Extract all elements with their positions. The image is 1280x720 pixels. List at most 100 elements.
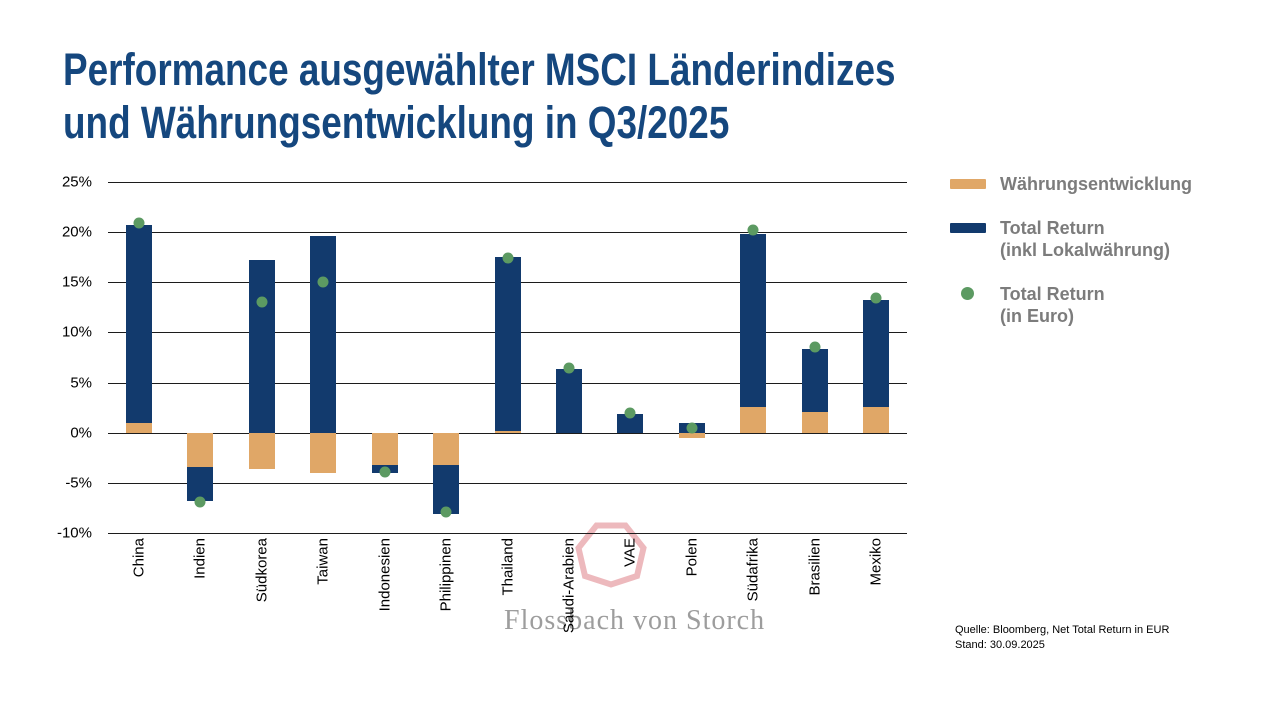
total-return-bar-segment bbox=[617, 413, 644, 433]
legend-label-currency: Währungsentwicklung bbox=[1000, 174, 1192, 196]
total-return-bar-segment bbox=[125, 225, 152, 423]
source-line-1: Quelle: Bloomberg, Net Total Return in E… bbox=[955, 624, 1170, 636]
legend-item-total-return-local: Total Return (inkl Lokalwährung) bbox=[950, 218, 1250, 262]
total-return-bar-segment bbox=[555, 368, 582, 433]
currency-bar-segment bbox=[433, 432, 460, 465]
euro-dot-swatch-icon bbox=[961, 286, 974, 300]
currency-bar-segment bbox=[187, 432, 214, 467]
legend-text-line: Total Return bbox=[1000, 217, 1105, 238]
total-return-bar-segment bbox=[863, 300, 890, 407]
total-return-bar-segment bbox=[740, 234, 767, 407]
currency-bar-segment bbox=[248, 432, 275, 469]
x-axis-label-text: Mexiko bbox=[867, 538, 885, 586]
x-axis-label-text: China bbox=[130, 538, 148, 578]
euro-return-dot bbox=[747, 224, 759, 236]
x-axis-label: Saudi-Arabien bbox=[560, 538, 578, 638]
y-tick-label: 15% bbox=[61, 273, 92, 291]
euro-return-dot bbox=[809, 341, 821, 353]
currency-bar-segment bbox=[494, 430, 521, 433]
euro-return-dot bbox=[686, 422, 698, 434]
legend-text-line: Total Return bbox=[1000, 283, 1105, 304]
legend-text-line: (in Euro) bbox=[1000, 305, 1074, 326]
euro-return-dot bbox=[870, 292, 882, 304]
x-axis-label-text: Taiwan bbox=[314, 538, 332, 585]
legend-item-currency: Währungsentwicklung bbox=[950, 174, 1250, 196]
x-axis-label-text: Saudi-Arabien bbox=[560, 538, 578, 634]
y-tick-label: -5% bbox=[65, 474, 92, 492]
x-axis-label-text: Brasilien bbox=[806, 538, 824, 596]
currency-bar-segment bbox=[371, 432, 398, 465]
x-axis-label-text: VAE bbox=[621, 538, 639, 567]
currency-bar-segment bbox=[678, 432, 705, 438]
euro-return-dot bbox=[624, 407, 636, 419]
gridline bbox=[108, 232, 907, 234]
legend-text-line: Währungsentwicklung bbox=[1000, 174, 1193, 194]
page-title: Performance ausgewählter MSCI Länderindi… bbox=[63, 44, 896, 149]
x-axis-label-text: Thailand bbox=[499, 538, 516, 596]
x-axis-label-text: Indonesien bbox=[376, 538, 394, 612]
gridline bbox=[108, 182, 907, 183]
plot-area: Flossbach von Storch 25% 20% 15% 10% 5% 0% -5%… bbox=[57, 174, 907, 636]
legend-item-total-return-euro: Total Return (in Euro) bbox=[950, 284, 1250, 328]
currency-bar-segment bbox=[310, 432, 337, 473]
gridline bbox=[108, 432, 907, 434]
x-axis-label: Mexiko bbox=[867, 538, 885, 591]
total-return-bar-segment bbox=[801, 349, 828, 412]
y-tick-label: 20% bbox=[61, 223, 92, 241]
source-line-2: Stand: 30.09.2025 bbox=[955, 639, 1045, 652]
x-axis-label: China bbox=[130, 538, 148, 582]
y-tick-label: 25% bbox=[61, 173, 92, 191]
watermark-text: Flossbach von Storch bbox=[504, 605, 766, 636]
total-return-bar-segment bbox=[433, 464, 460, 514]
legend-text-line: (inkl Lokalwährung) bbox=[1000, 239, 1171, 260]
y-tick-label: 10% bbox=[61, 323, 92, 341]
x-axis-label: Südkorea bbox=[253, 538, 271, 607]
euro-return-dot bbox=[502, 252, 513, 264]
total-return-bar-segment bbox=[187, 466, 214, 501]
x-axis-label-text: Südkorea bbox=[253, 538, 271, 603]
currency-swatch-icon bbox=[950, 179, 986, 189]
title-line-2: und Währungsentwicklung in Q3/2025 bbox=[63, 96, 730, 148]
total-return-bar-segment bbox=[248, 260, 275, 433]
gridline bbox=[108, 533, 907, 534]
x-axis-label: Indonesien bbox=[376, 538, 394, 616]
x-axis-label: Südafrika bbox=[745, 538, 762, 606]
x-axis-label: Taiwan bbox=[314, 538, 332, 590]
currency-bar-segment bbox=[863, 406, 890, 433]
legend-label-total-return-euro: Total Return (in Euro) bbox=[1000, 284, 1105, 328]
x-axis-label: Polen bbox=[683, 538, 701, 581]
y-tick-label: 0% bbox=[70, 424, 92, 442]
heptagon-logo-icon bbox=[575, 522, 647, 588]
euro-return-dot bbox=[563, 362, 575, 374]
bars-layer bbox=[108, 182, 907, 533]
gridline bbox=[108, 482, 907, 484]
euro-return-dot bbox=[256, 296, 268, 308]
euro-return-dot bbox=[379, 466, 391, 478]
y-tick-label: -10% bbox=[56, 524, 92, 542]
x-axis-label-text: Polen bbox=[683, 538, 701, 577]
total-return-swatch-icon bbox=[950, 222, 986, 233]
euro-return-dot bbox=[317, 276, 329, 288]
euro-return-dot bbox=[194, 496, 206, 508]
source-note: Quelle: Bloomberg, Net Total Return in E… bbox=[955, 623, 1169, 654]
x-axis-label: Indien bbox=[191, 538, 209, 584]
currency-bar-segment bbox=[801, 411, 828, 433]
euro-return-dot bbox=[440, 506, 452, 518]
currency-bar-segment bbox=[125, 422, 152, 433]
y-tick-label: 5% bbox=[70, 374, 92, 392]
title-line-1: Performance ausgewählter MSCI Länderindi… bbox=[63, 44, 896, 95]
x-axis-label: Philippinen bbox=[437, 538, 455, 616]
watermark: Flossbach von Storch bbox=[108, 182, 907, 636]
currency-bar-segment bbox=[740, 406, 767, 433]
x-axis-label-text: Philippinen bbox=[437, 538, 455, 612]
total-return-bar-segment bbox=[310, 236, 337, 433]
legend-label-total-return-local: Total Return (inkl Lokalwährung) bbox=[1000, 218, 1170, 262]
x-axis-label: Brasilien bbox=[806, 538, 824, 601]
total-return-bar-segment bbox=[494, 257, 521, 431]
x-axis-label: VAE bbox=[621, 538, 639, 572]
x-axis-label-text: Indien bbox=[191, 538, 209, 579]
legend: Währungsentwicklung Total Return (inkl L… bbox=[950, 174, 1250, 350]
x-axis-label: Thailand bbox=[499, 538, 516, 601]
euro-return-dot bbox=[133, 217, 145, 229]
